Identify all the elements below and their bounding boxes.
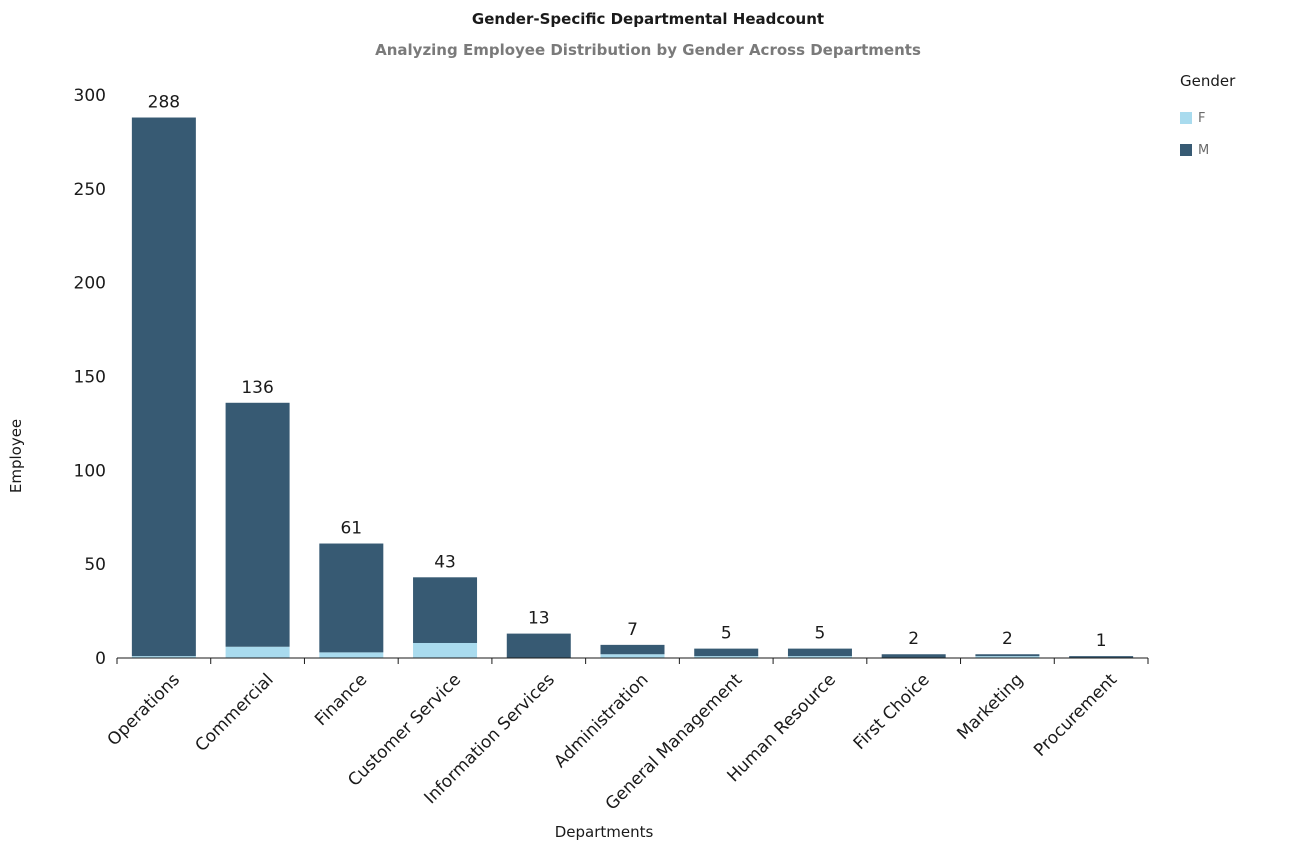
bar-segment-m[interactable] <box>319 543 384 653</box>
bar-segment-f[interactable] <box>975 656 1040 658</box>
legend-item-m[interactable]: M <box>1180 142 1235 158</box>
bar-segment-m[interactable] <box>694 648 759 657</box>
bar-segment-m[interactable] <box>600 644 665 655</box>
x-tick-label: Operations <box>104 670 184 750</box>
bar-segment-m[interactable] <box>975 654 1040 657</box>
legend-item-f[interactable]: F <box>1180 110 1235 126</box>
y-tick-label: 0 <box>95 649 106 669</box>
data-label: 61 <box>340 519 362 539</box>
data-label: 5 <box>815 624 826 644</box>
y-tick-label: 150 <box>74 368 106 388</box>
y-axis-title: Employee <box>7 419 25 493</box>
legend-title: Gender <box>1180 72 1236 90</box>
y-tick-label: 200 <box>74 274 106 294</box>
bar-segment-m[interactable] <box>881 654 946 658</box>
bar-segment-f[interactable] <box>787 656 852 658</box>
x-tick-label: First Choice <box>850 670 934 754</box>
bar-segment-f[interactable] <box>413 642 478 658</box>
bar-segment-f[interactable] <box>319 652 384 658</box>
x-tick-label: Procurement <box>1030 670 1121 761</box>
bar-segment-m[interactable] <box>225 402 290 647</box>
x-tick-label: Administration <box>550 670 652 772</box>
bar-segment-m[interactable] <box>1069 656 1134 658</box>
x-tick-label: Marketing <box>953 670 1027 744</box>
bars <box>131 117 1134 658</box>
y-tick-label: 250 <box>74 180 106 200</box>
legend-swatch <box>1180 144 1192 156</box>
legend-label: M <box>1198 142 1210 158</box>
legend-label: F <box>1198 110 1206 126</box>
bar-segment-f[interactable] <box>131 656 196 658</box>
bar-segment-m[interactable] <box>413 577 478 643</box>
bar-segment-m[interactable] <box>506 633 571 658</box>
data-label: 136 <box>241 378 273 398</box>
x-tick-label: Finance <box>311 670 371 730</box>
data-label: 5 <box>721 624 732 644</box>
y-tick-label: 100 <box>74 461 106 481</box>
x-axis <box>116 657 1149 664</box>
y-axis: 0 50 100 150 200 250 300 <box>74 86 106 669</box>
y-tick-label: 50 <box>84 555 106 575</box>
data-label: 13 <box>528 609 550 629</box>
data-label: 1 <box>1096 631 1107 651</box>
bar-segment-f[interactable] <box>694 656 759 658</box>
bar-segment-f[interactable] <box>600 654 665 658</box>
data-label: 2 <box>1002 629 1013 649</box>
y-tick-label: 300 <box>74 86 106 106</box>
chart-subtitle: Analyzing Employee Distribution by Gende… <box>375 41 921 59</box>
bar-segment-m[interactable] <box>131 117 196 657</box>
bar-segment-m[interactable] <box>787 648 852 657</box>
legend-swatch <box>1180 112 1192 124</box>
data-label: 288 <box>148 93 180 113</box>
data-label: 43 <box>434 552 456 572</box>
data-label: 7 <box>627 620 638 640</box>
bar-segment-f[interactable] <box>225 646 290 658</box>
x-tick-label: Commercial <box>192 670 278 756</box>
data-labels: 288 136 61 43 13 7 5 5 2 2 1 <box>148 93 1107 652</box>
data-label: 2 <box>908 629 919 649</box>
chart-title: Gender-Specific Departmental Headcount <box>471 10 825 28</box>
x-axis-title: Departments <box>555 823 654 841</box>
